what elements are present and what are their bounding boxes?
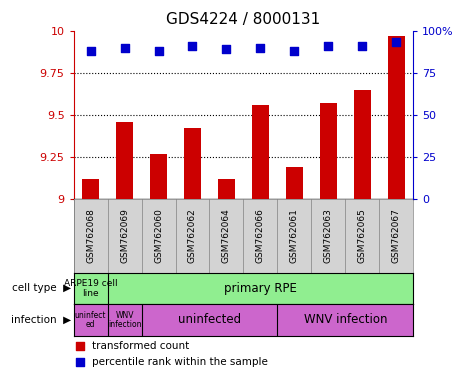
Text: percentile rank within the sample: percentile rank within the sample — [92, 357, 268, 367]
Point — [392, 40, 400, 46]
Point — [76, 359, 84, 365]
Text: GSM762065: GSM762065 — [358, 209, 367, 263]
Point — [256, 45, 264, 51]
Title: GDS4224 / 8000131: GDS4224 / 8000131 — [166, 12, 321, 27]
Point — [121, 45, 128, 51]
Text: WNV
infection: WNV infection — [108, 311, 142, 329]
Point — [324, 43, 332, 49]
Bar — [286, 167, 303, 199]
Point — [155, 48, 162, 54]
Text: GSM762062: GSM762062 — [188, 209, 197, 263]
Bar — [354, 89, 371, 199]
Bar — [252, 105, 269, 199]
Text: GSM762063: GSM762063 — [324, 209, 333, 263]
Text: uninfect
ed: uninfect ed — [75, 311, 106, 329]
Text: ARPE19 cell
line: ARPE19 cell line — [64, 279, 117, 298]
Bar — [388, 36, 405, 199]
Text: GSM762067: GSM762067 — [392, 209, 401, 263]
Text: GSM762060: GSM762060 — [154, 209, 163, 263]
Text: infection  ▶: infection ▶ — [11, 315, 71, 325]
Text: WNV infection: WNV infection — [304, 313, 387, 326]
Text: GSM762061: GSM762061 — [290, 209, 299, 263]
Bar — [82, 179, 99, 199]
Bar — [184, 128, 201, 199]
Point — [76, 343, 84, 349]
Text: primary RPE: primary RPE — [224, 282, 297, 295]
Bar — [116, 122, 133, 199]
Text: transformed count: transformed count — [92, 341, 190, 351]
Bar — [320, 103, 337, 199]
Text: cell type  ▶: cell type ▶ — [12, 283, 71, 293]
Point — [291, 48, 298, 54]
Text: GSM762068: GSM762068 — [86, 209, 95, 263]
Text: GSM762064: GSM762064 — [222, 209, 231, 263]
Text: uninfected: uninfected — [178, 313, 241, 326]
Text: GSM762069: GSM762069 — [120, 209, 129, 263]
Bar — [218, 179, 235, 199]
Point — [359, 43, 366, 49]
Point — [223, 46, 230, 52]
Point — [189, 43, 196, 49]
Point — [87, 48, 95, 54]
Text: GSM762066: GSM762066 — [256, 209, 265, 263]
Bar — [150, 154, 167, 199]
